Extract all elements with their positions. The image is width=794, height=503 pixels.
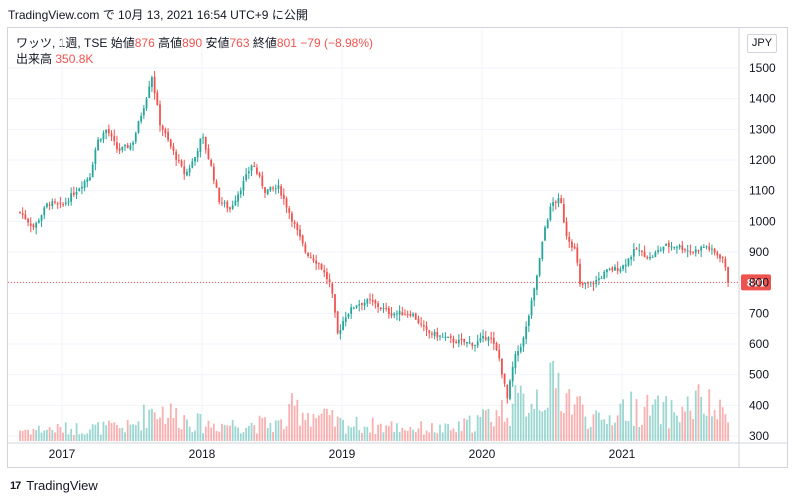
- high-value: 890: [182, 36, 203, 50]
- symbol-label[interactable]: ワッツ, 1週, TSE: [16, 36, 108, 50]
- change-value: −79 (−8.98%): [300, 36, 373, 50]
- tradingview-logo-icon: 17: [10, 479, 21, 492]
- footer-branding[interactable]: 17 TradingView: [10, 478, 98, 493]
- volume-value: 350.8K: [55, 52, 94, 66]
- low-value: 763: [229, 36, 250, 50]
- low-label: 安値: [205, 36, 230, 50]
- volume-label: 出来高: [16, 52, 53, 66]
- close-label: 終値: [252, 36, 277, 50]
- currency-button[interactable]: JPY: [747, 34, 777, 53]
- chart-frame[interactable]: [7, 27, 788, 468]
- high-label: 高値: [158, 36, 183, 50]
- close-value: 801: [276, 36, 297, 50]
- ohlc-legend: ワッツ, 1週, TSE 始値876 高値890 安値763 終値801 −79…: [16, 35, 373, 67]
- open-value: 876: [134, 36, 155, 50]
- open-label: 始値: [110, 36, 135, 50]
- published-caption: TradingView.com で 10月 13, 2021 16:54 UTC…: [8, 8, 308, 22]
- tradingview-brand: TradingView: [26, 478, 98, 493]
